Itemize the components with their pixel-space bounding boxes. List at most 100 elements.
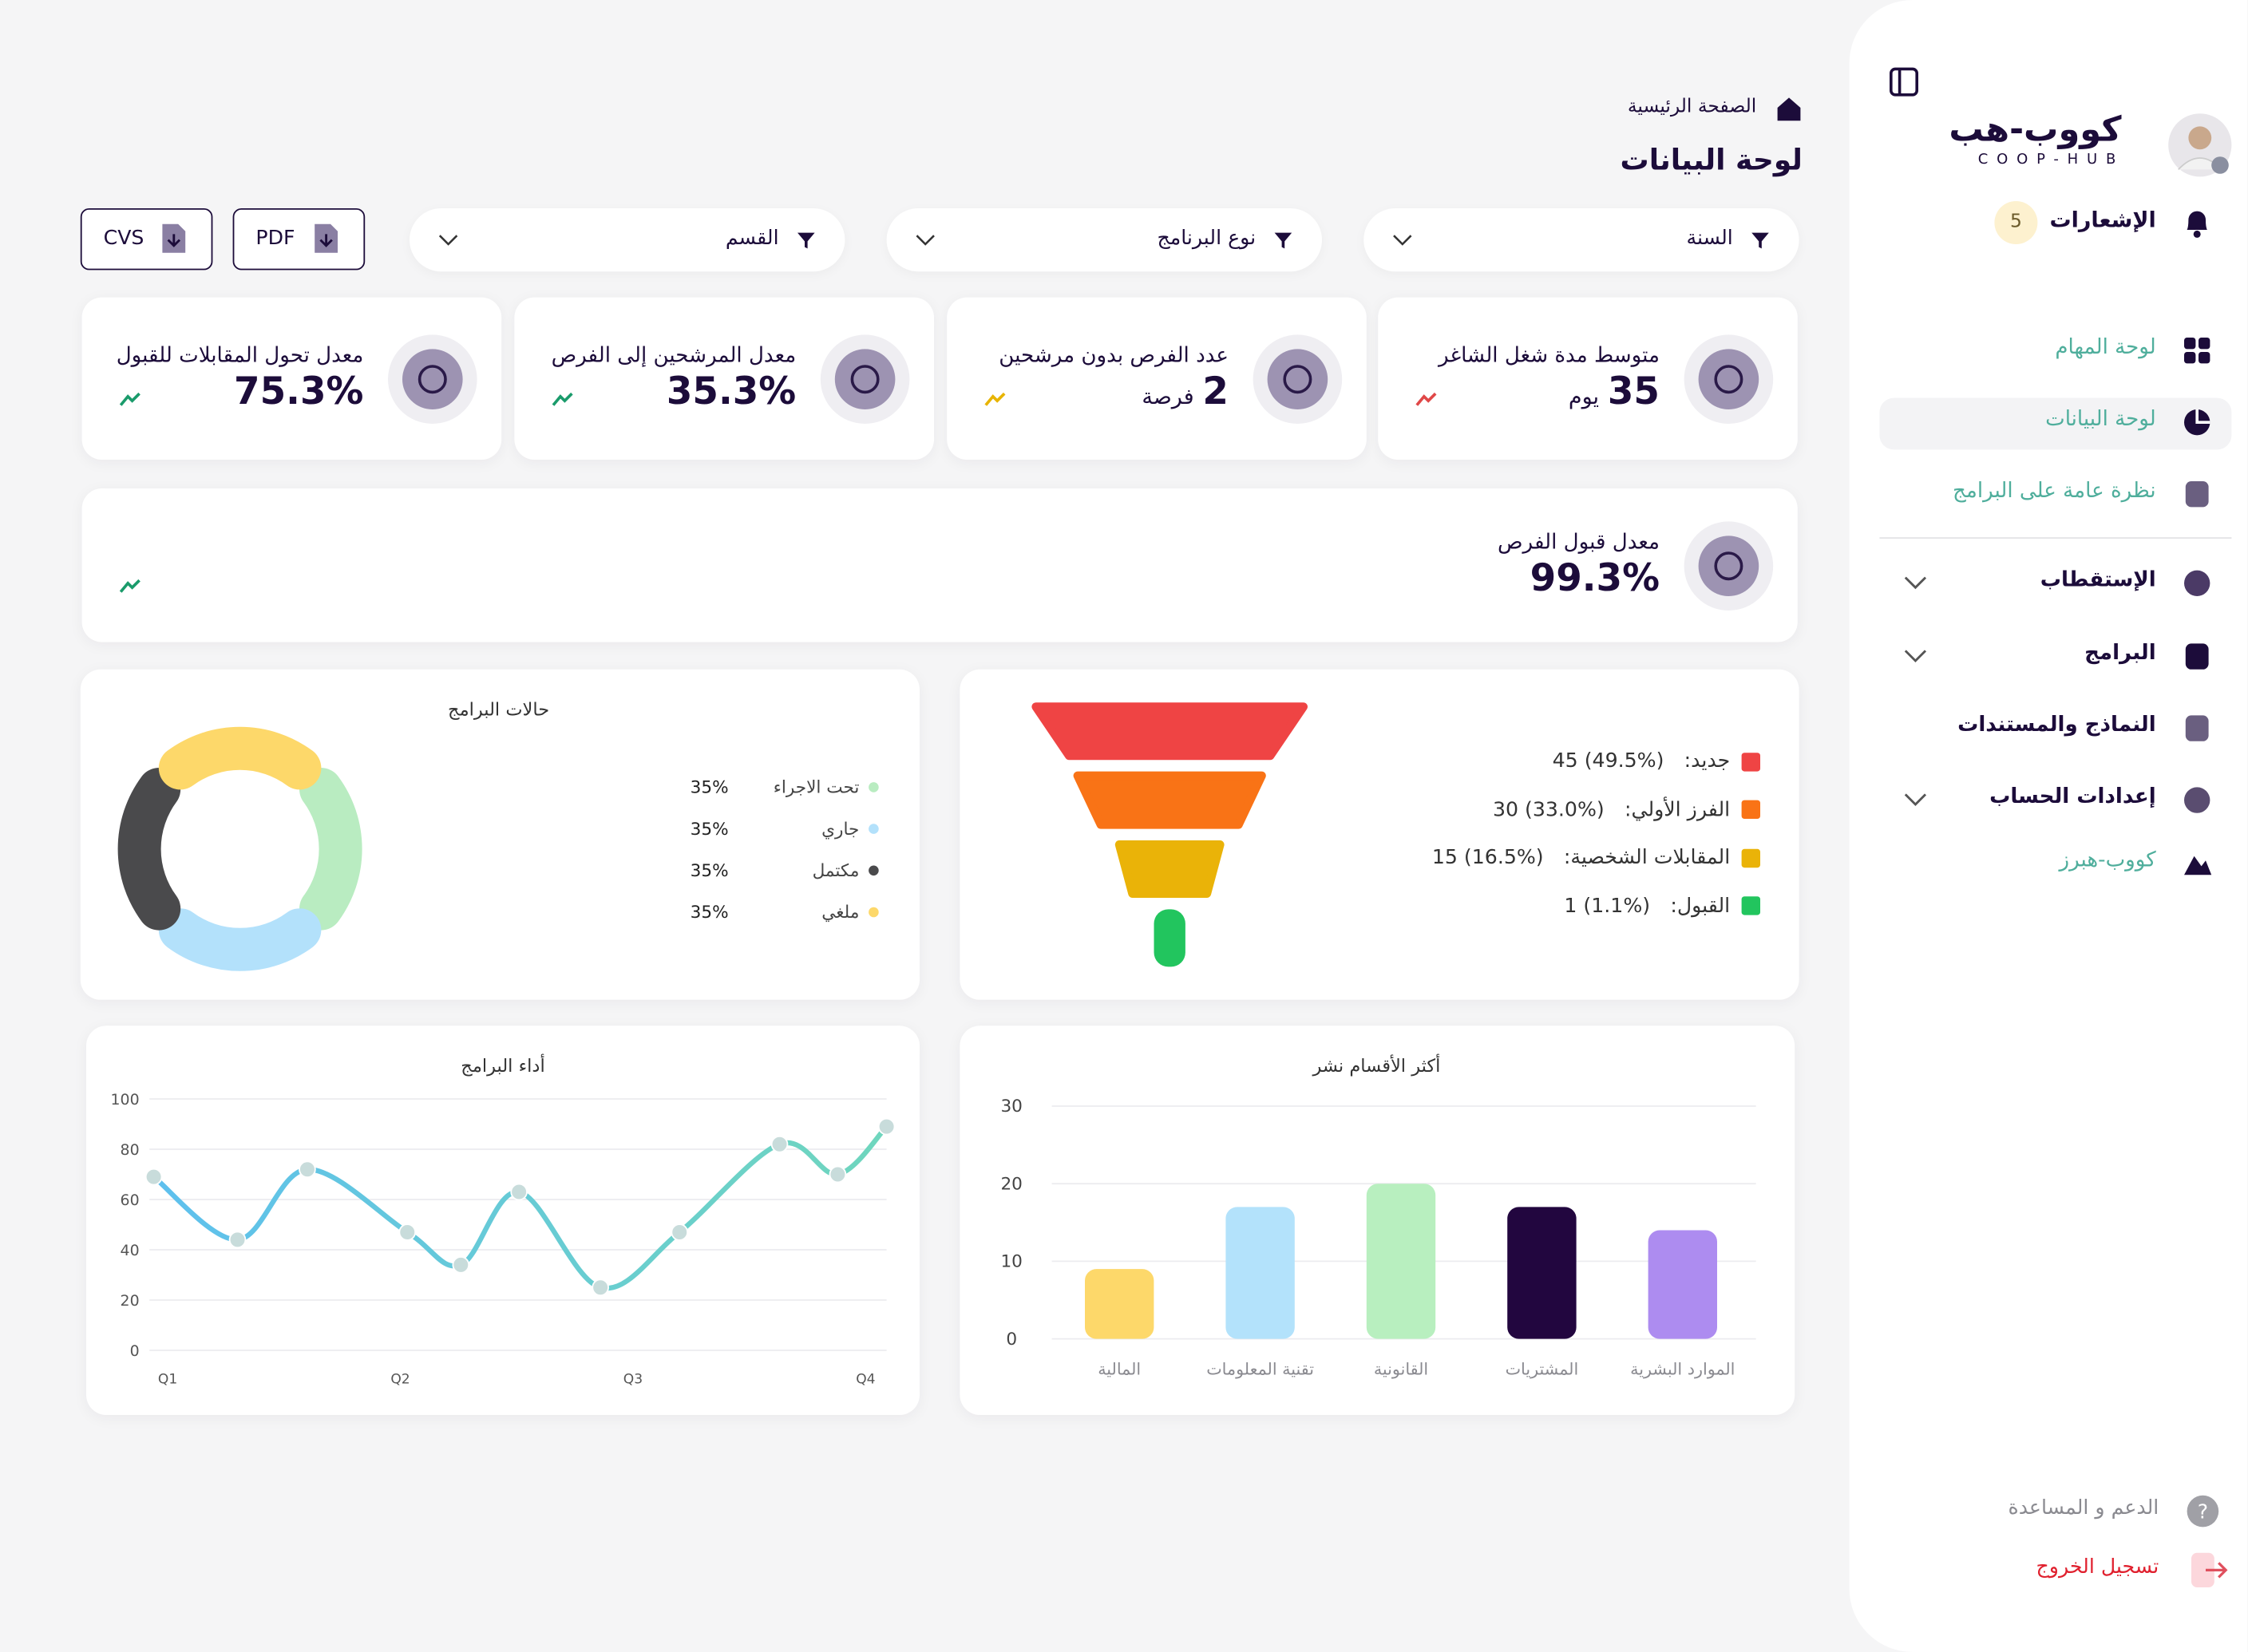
- nav-item[interactable]: البرامج: [2084, 642, 2156, 666]
- icon-fg: [402, 348, 463, 409]
- nav-chevron[interactable]: [1902, 575, 1928, 592]
- filter-chevron: [1393, 235, 1412, 246]
- filter-chevron: [916, 235, 935, 246]
- nav-icon[interactable]: [2181, 641, 2213, 673]
- avatar[interactable]: [2167, 112, 2233, 178]
- kpi-card: معدل تحول المقابلات للقبول 75.3%: [81, 297, 502, 460]
- legend-label: جديد:: [1684, 749, 1731, 773]
- chevron: [1393, 235, 1412, 246]
- kpi-label: عدد الفرص بدون مرشحين: [999, 345, 1229, 368]
- nav-icon[interactable]: [2181, 848, 2213, 879]
- notifications-count: 5: [1994, 201, 2038, 244]
- filter-dropdown[interactable]: نوع البرنامج: [886, 208, 1322, 272]
- icon-part: [2184, 352, 2196, 364]
- home-icon[interactable]: [1775, 95, 1803, 124]
- nav-item[interactable]: الإستقطاب: [2040, 568, 2156, 592]
- icon-part: [167, 234, 181, 247]
- notifications-label[interactable]: الإشعارات: [2049, 207, 2156, 233]
- donut-card: [80, 669, 920, 1000]
- trend-icon: [1415, 392, 1437, 405]
- nav-icon[interactable]: [2181, 478, 2213, 510]
- filter-dropdown[interactable]: السنة: [1363, 208, 1799, 272]
- filter-label: السنة: [1686, 227, 1733, 251]
- nav-item[interactable]: نظرة عامة على البرامج: [1953, 480, 2156, 503]
- legend-value: 45 (49.5%): [1552, 749, 1664, 773]
- nav-icon[interactable]: [2181, 406, 2213, 438]
- legend-swatch: [1741, 848, 1760, 867]
- nav-icon[interactable]: [2181, 567, 2213, 599]
- kpi-card: معدل المرشحين إلى الفرص 35.3%: [514, 297, 934, 460]
- kpi-card: متوسط مدة شغل الشاغر 35 يوم: [1378, 297, 1798, 460]
- kpi-card: معدل قبول الفرص 99.3%: [81, 488, 1798, 642]
- export-icon: [162, 223, 186, 253]
- export-label: PDF: [255, 227, 295, 251]
- icon-part: [2184, 570, 2210, 596]
- kpi-value-row: 35.3%: [667, 370, 796, 413]
- nav-chevron[interactable]: [1902, 792, 1928, 809]
- icon-glyph: [1714, 364, 1743, 393]
- chevron: [1904, 650, 1927, 663]
- funnel-legend-row: القبول: 1 (1.1%): [1564, 894, 1760, 918]
- nav-item[interactable]: كووب-هبرز: [2059, 848, 2156, 872]
- legend-value: 1 (1.1%): [1564, 894, 1651, 918]
- filter-label: نوع البرنامج: [1157, 227, 1257, 251]
- nav-item[interactable]: إعدادات الحساب: [1989, 785, 2156, 809]
- legend-swatch: [1741, 752, 1760, 771]
- kpi-value-row: 75.3%: [234, 370, 363, 413]
- icon-part: [2199, 338, 2210, 350]
- kpi-text: متوسط مدة شغل الشاغر 35 يوم: [1401, 318, 1660, 440]
- filter-dropdown[interactable]: القسم: [410, 208, 845, 272]
- kpi-text: عدد الفرص بدون مرشحين 2 فرصة: [970, 318, 1229, 440]
- icon-part: [2184, 338, 2196, 350]
- legend-value: 30 (33.0%): [1492, 797, 1605, 821]
- icon-part: [319, 234, 333, 247]
- filter-label: القسم: [725, 227, 779, 251]
- chevron: [1904, 576, 1927, 590]
- trend: [1415, 392, 1437, 405]
- kpi-icon: [1684, 520, 1774, 611]
- nav-icon[interactable]: [2181, 785, 2213, 816]
- breadcrumb[interactable]: الصفحة الرئيسية: [1627, 96, 1757, 118]
- kpi-text: معدل المرشحين إلى الفرص 35.3%: [537, 318, 797, 440]
- svg-text:?: ?: [2198, 1500, 2208, 1524]
- nav-item[interactable]: لوحة البيانات: [2045, 408, 2156, 431]
- bell-icon[interactable]: [2181, 205, 2213, 239]
- kpi-unit: فرصة: [1142, 383, 1194, 409]
- separator: [1879, 537, 2232, 539]
- legend-label: المقابلات الشخصية:: [1563, 846, 1731, 869]
- nav-chevron[interactable]: [1902, 648, 1928, 666]
- filter-icon: [797, 232, 815, 249]
- kpi-value: 2: [1202, 370, 1229, 414]
- nav-icon[interactable]: [2181, 713, 2213, 745]
- trend-icon: [119, 579, 140, 592]
- export-label: CVS: [103, 227, 144, 251]
- kpi-unit: يوم: [1568, 383, 1600, 409]
- sidebar-toggle[interactable]: [1888, 66, 1920, 98]
- icon-glyph: [1714, 551, 1743, 580]
- help-icon[interactable]: ?: [2186, 1494, 2220, 1528]
- logout-link[interactable]: تسجيل الخروج: [2036, 1555, 2159, 1579]
- export-button[interactable]: PDF: [232, 208, 366, 271]
- legend-value: 15 (16.5%): [1431, 846, 1544, 869]
- kpi-value: 99.3%: [1530, 557, 1660, 601]
- logout-icon[interactable]: [2188, 1551, 2228, 1589]
- export-button[interactable]: CVS: [80, 208, 213, 271]
- funnel-legend-row: المقابلات الشخصية: 15 (16.5%): [1432, 846, 1760, 869]
- kpi-icon: [1684, 334, 1774, 424]
- kpi-label: معدل المرشحين إلى الفرص: [551, 345, 797, 368]
- line-card: [86, 1026, 920, 1415]
- kpi-card: عدد الفرص بدون مرشحين 2 فرصة: [947, 297, 1367, 460]
- trend: [119, 579, 140, 592]
- icon-part: [2185, 715, 2209, 741]
- page-title: لوحة البيانات: [1620, 142, 1803, 177]
- icon-fg: [834, 348, 896, 409]
- trend: [552, 392, 573, 405]
- nav-icon[interactable]: [2181, 334, 2213, 366]
- nav-item[interactable]: لوحة المهام: [2055, 336, 2156, 359]
- legend-label: القبول:: [1670, 894, 1731, 918]
- kpi-label: متوسط مدة شغل الشاغر: [1439, 345, 1660, 368]
- support-link[interactable]: الدعم و المساعدة: [2008, 1496, 2159, 1520]
- nav-item[interactable]: النماذج والمستندات: [1957, 713, 2156, 737]
